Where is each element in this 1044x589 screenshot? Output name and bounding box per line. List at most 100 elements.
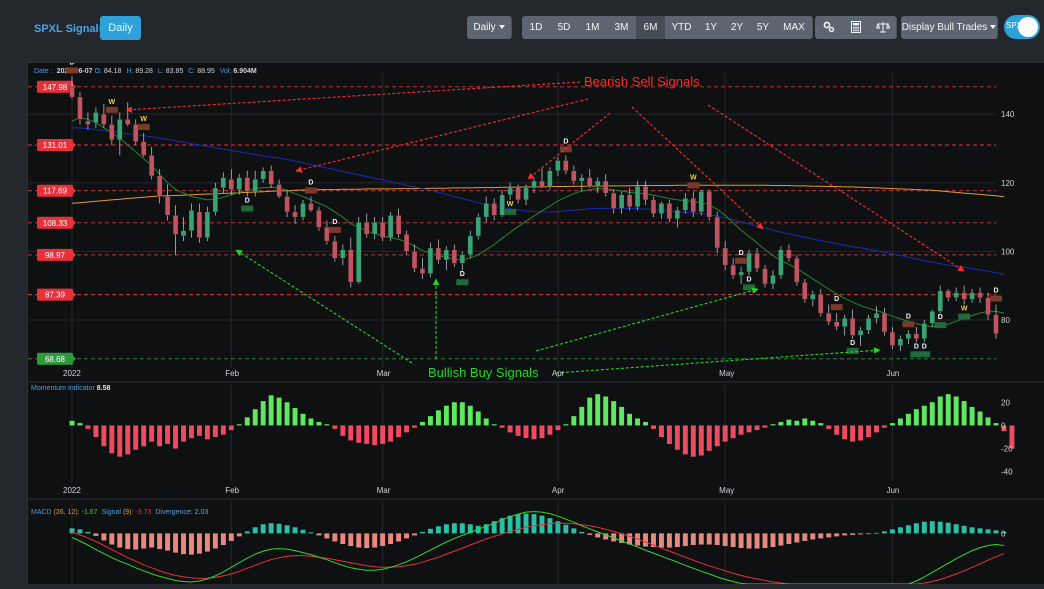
candle-body <box>212 187 218 213</box>
candle-body <box>762 268 768 285</box>
x-tick-label: Jun <box>886 486 899 495</box>
chart-area[interactable]: Date: 2022-06-07 O:84.18 H:89.28 L:83.85… <box>27 59 1044 585</box>
macd-bar <box>635 533 641 546</box>
momentum-bar <box>244 417 250 426</box>
candle-body <box>196 211 203 238</box>
candle-body <box>961 292 967 300</box>
range-1m-button[interactable]: 1M <box>578 16 608 39</box>
macd-bar <box>77 529 83 534</box>
momentum-bar <box>380 425 386 444</box>
display-select[interactable]: Display Bull Trades <box>901 16 998 39</box>
range-1d-button[interactable]: 1D <box>522 16 551 39</box>
range-ytd-button[interactable]: YTD <box>665 16 699 39</box>
signal-marker <box>304 187 317 194</box>
signal-marker <box>910 351 923 358</box>
candle-body <box>842 318 848 327</box>
momentum-bar <box>619 406 625 426</box>
settings-button[interactable] <box>815 16 843 39</box>
signal-marker <box>66 67 78 74</box>
candle-body <box>157 175 163 197</box>
range-1y-button[interactable]: 1Y <box>698 16 725 39</box>
candle-body <box>969 292 975 300</box>
bearish-sell-annotation: Bearish Sell Signals <box>584 74 700 89</box>
macd-bar <box>292 527 298 534</box>
signal-marker <box>830 304 843 311</box>
range-3m-button[interactable]: 3M <box>607 16 637 39</box>
macd-bar <box>372 533 378 548</box>
candle-body <box>913 333 919 339</box>
signal-label: W <box>140 116 147 123</box>
price-tick-label: 100 <box>1001 247 1015 256</box>
spxl-toggle[interactable]: SPXL <box>1004 15 1040 39</box>
scale-button[interactable] <box>869 16 897 39</box>
range-5y-button[interactable]: 5Y <box>750 16 777 39</box>
candle-body <box>834 321 840 327</box>
momentum-bar <box>635 418 641 426</box>
macd-bar <box>515 514 521 534</box>
momentum-bar <box>722 425 728 442</box>
buy-arrow <box>555 347 881 374</box>
candle-body <box>523 187 529 201</box>
momentum-tick-label: -20 <box>1001 445 1013 454</box>
range-2y-button[interactable]: 2Y <box>724 16 751 39</box>
candle-body <box>372 222 378 235</box>
x-tick-label: Apr <box>552 486 565 495</box>
momentum-bar <box>212 425 218 437</box>
range-max-button[interactable]: MAX <box>776 16 813 39</box>
candle-body <box>666 203 673 219</box>
momentum-bar <box>746 425 752 433</box>
macd-bar <box>499 518 505 534</box>
tab-daily[interactable]: Daily <box>100 16 141 40</box>
momentum-bar <box>435 410 441 426</box>
macd-bar <box>666 533 672 548</box>
macd-bar <box>563 524 569 534</box>
macd-bar <box>69 528 75 534</box>
candle-body <box>459 254 465 264</box>
momentum-bar <box>181 425 186 442</box>
interval-select[interactable]: Daily <box>467 16 512 39</box>
price-level-badge-tip <box>73 291 76 298</box>
candle-body <box>395 215 402 235</box>
momentum-bar <box>141 425 147 447</box>
macd-histogram <box>69 513 1007 555</box>
price-level-label: 117.69 <box>43 187 67 196</box>
momentum-bar <box>443 405 449 426</box>
momentum-bar <box>427 416 433 426</box>
macd-bar <box>308 532 314 534</box>
momentum-bar <box>555 425 561 431</box>
candle-body <box>873 312 880 319</box>
signal-label: D <box>245 197 250 204</box>
candle-body <box>555 160 561 171</box>
momentum-bar <box>993 423 999 426</box>
momentum-bar <box>730 425 736 439</box>
signal-label: D <box>69 63 74 66</box>
signal-marker <box>504 208 517 215</box>
macd-bar <box>953 524 959 534</box>
macd-bar <box>324 533 330 539</box>
macd-bar <box>109 533 115 545</box>
momentum-bar <box>236 424 242 426</box>
candle-body <box>164 196 171 216</box>
macd-bar <box>228 533 234 541</box>
candle-body <box>260 170 266 180</box>
momentum-bar <box>714 425 720 447</box>
macd-bar <box>380 533 386 547</box>
range-6m-button[interactable]: 6M <box>636 16 666 39</box>
candle-body <box>69 86 75 98</box>
signal-marker <box>687 182 700 189</box>
candle-body <box>475 216 481 237</box>
candle-body <box>180 230 187 237</box>
macd-bar <box>412 533 417 536</box>
momentum-bar <box>571 416 577 426</box>
calculator-button[interactable] <box>842 16 870 39</box>
momentum-bar <box>738 425 744 435</box>
candle-body <box>714 216 720 249</box>
candles <box>69 76 999 351</box>
chart-svg[interactable]: Date: 2022-06-07 O:84.18 H:89.28 L:83.85… <box>28 59 1044 585</box>
momentum-bar <box>1001 425 1007 432</box>
macd-bar <box>658 533 664 548</box>
range-5d-button[interactable]: 5D <box>550 16 579 39</box>
macd-bar <box>133 533 139 550</box>
momentum-bar <box>834 425 840 435</box>
momentum-bar <box>945 394 951 426</box>
